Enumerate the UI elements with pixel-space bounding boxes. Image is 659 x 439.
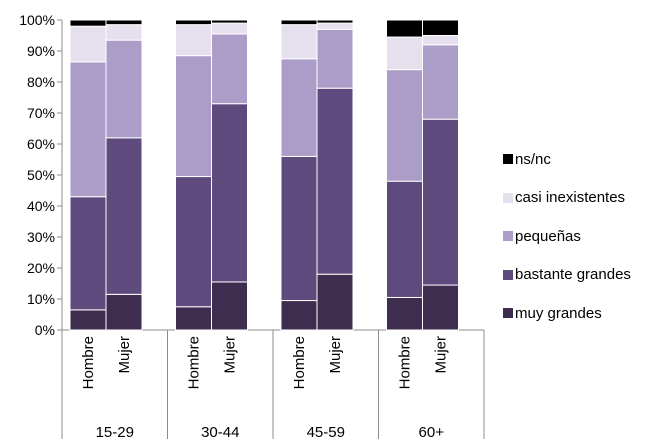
- legend-label: ns/nc: [515, 150, 551, 168]
- x-group-label: 60+: [419, 424, 445, 439]
- y-tick-label: 40%: [27, 198, 55, 214]
- legend-swatch: [503, 231, 513, 242]
- x-bar-label: Mujer: [116, 336, 133, 374]
- bar-segment-casi-inexistentes: [175, 24, 212, 57]
- legend-item: ns/nc: [503, 140, 659, 179]
- bar-segment-muy-grandes: [386, 296, 423, 331]
- bar-segment-muy-grandes: [211, 281, 248, 331]
- legend-item: casi inexistentes: [503, 179, 659, 218]
- y-tick-label: 30%: [27, 229, 55, 245]
- bar-segment-ns-nc: [175, 19, 212, 26]
- legend: ns/nc casi inexistentes pequeñas bastante g…: [503, 140, 659, 333]
- x-bar-label: Hombre: [186, 336, 203, 389]
- y-tick-label: 80%: [27, 74, 55, 90]
- legend-item: muy grandes: [503, 294, 659, 333]
- bar-segment-casi-inexistentes: [316, 22, 354, 30]
- bar-segment-bastante-grandes: [386, 180, 423, 298]
- bar-segment-ns-nc: [105, 19, 143, 26]
- legend-label: casi inexistentes: [515, 189, 626, 207]
- bar-segment-peque-as: [105, 39, 143, 139]
- legend-label: pequeñas: [515, 227, 581, 245]
- bar-segment-ns-nc: [422, 19, 459, 36]
- bar-segment-casi-inexistentes: [386, 36, 423, 71]
- x-group-label: 30-44: [201, 424, 239, 439]
- legend-swatch: [503, 154, 513, 165]
- bar-segment-muy-grandes: [316, 273, 354, 331]
- bar-segment-casi-inexistentes: [280, 24, 318, 60]
- y-tick-label: 20%: [27, 260, 55, 276]
- legend-item: bastante grandes: [503, 256, 659, 295]
- bar-segment-bastante-grandes: [316, 87, 354, 275]
- bar-segment-peque-as: [316, 28, 354, 89]
- legend-swatch: [503, 308, 513, 319]
- bar-segment-ns-nc: [386, 19, 423, 38]
- x-bar-label: Mujer: [433, 336, 450, 374]
- y-tick-label: 100%: [19, 12, 55, 28]
- bar-segment-ns-nc: [280, 19, 318, 26]
- y-tick-label: 70%: [27, 105, 55, 121]
- bar-segment-muy-grandes: [69, 309, 107, 331]
- legend-label: muy grandes: [515, 304, 602, 322]
- legend-swatch: [503, 269, 513, 280]
- bar-segment-muy-grandes: [422, 284, 459, 331]
- x-bar-label: Hombre: [291, 336, 308, 389]
- bar-segment-bastante-grandes: [175, 176, 212, 308]
- legend-item: pequeñas: [503, 217, 659, 256]
- bar-segment-peque-as: [69, 61, 107, 198]
- bar-segment-bastante-grandes: [105, 137, 143, 295]
- y-tick-label: 60%: [27, 136, 55, 152]
- bar-segment-bastante-grandes: [280, 155, 318, 302]
- bar-segment-bastante-grandes: [69, 196, 107, 311]
- legend-swatch: [503, 192, 513, 203]
- bar-segment-bastante-grandes: [211, 103, 248, 283]
- bar-segment-ns-nc: [316, 19, 354, 24]
- bar-segment-casi-inexistentes: [211, 22, 248, 35]
- x-bar-label: Hombre: [397, 336, 414, 389]
- x-group-label: 15-29: [96, 424, 134, 439]
- x-bar-label: Hombre: [80, 336, 97, 389]
- bar-segment-bastante-grandes: [422, 118, 459, 286]
- bar-segment-peque-as: [280, 58, 318, 157]
- bar-segment-ns-nc: [211, 19, 248, 24]
- y-tick-label: 0%: [35, 322, 55, 338]
- y-tick-label: 90%: [27, 43, 55, 59]
- bar-segment-peque-as: [386, 69, 423, 182]
- bar-segment-muy-grandes: [105, 293, 143, 331]
- bar-segment-casi-inexistentes: [422, 35, 459, 46]
- bar-segment-ns-nc: [69, 19, 107, 27]
- bar-segment-muy-grandes: [175, 306, 212, 331]
- x-bar-label: Mujer: [327, 336, 344, 374]
- legend-label: bastante grandes: [515, 266, 631, 284]
- x-bar-label: Mujer: [222, 336, 239, 374]
- bar-segment-casi-inexistentes: [69, 25, 107, 63]
- x-group-label: 45-59: [307, 424, 345, 439]
- bar-segment-casi-inexistentes: [105, 24, 143, 41]
- y-tick-label: 10%: [27, 291, 55, 307]
- bar-segment-muy-grandes: [280, 300, 318, 331]
- bar-segment-peque-as: [422, 44, 459, 120]
- y-tick-label: 50%: [27, 167, 55, 183]
- bar-segment-peque-as: [175, 55, 212, 178]
- bar-segment-peque-as: [211, 33, 248, 105]
